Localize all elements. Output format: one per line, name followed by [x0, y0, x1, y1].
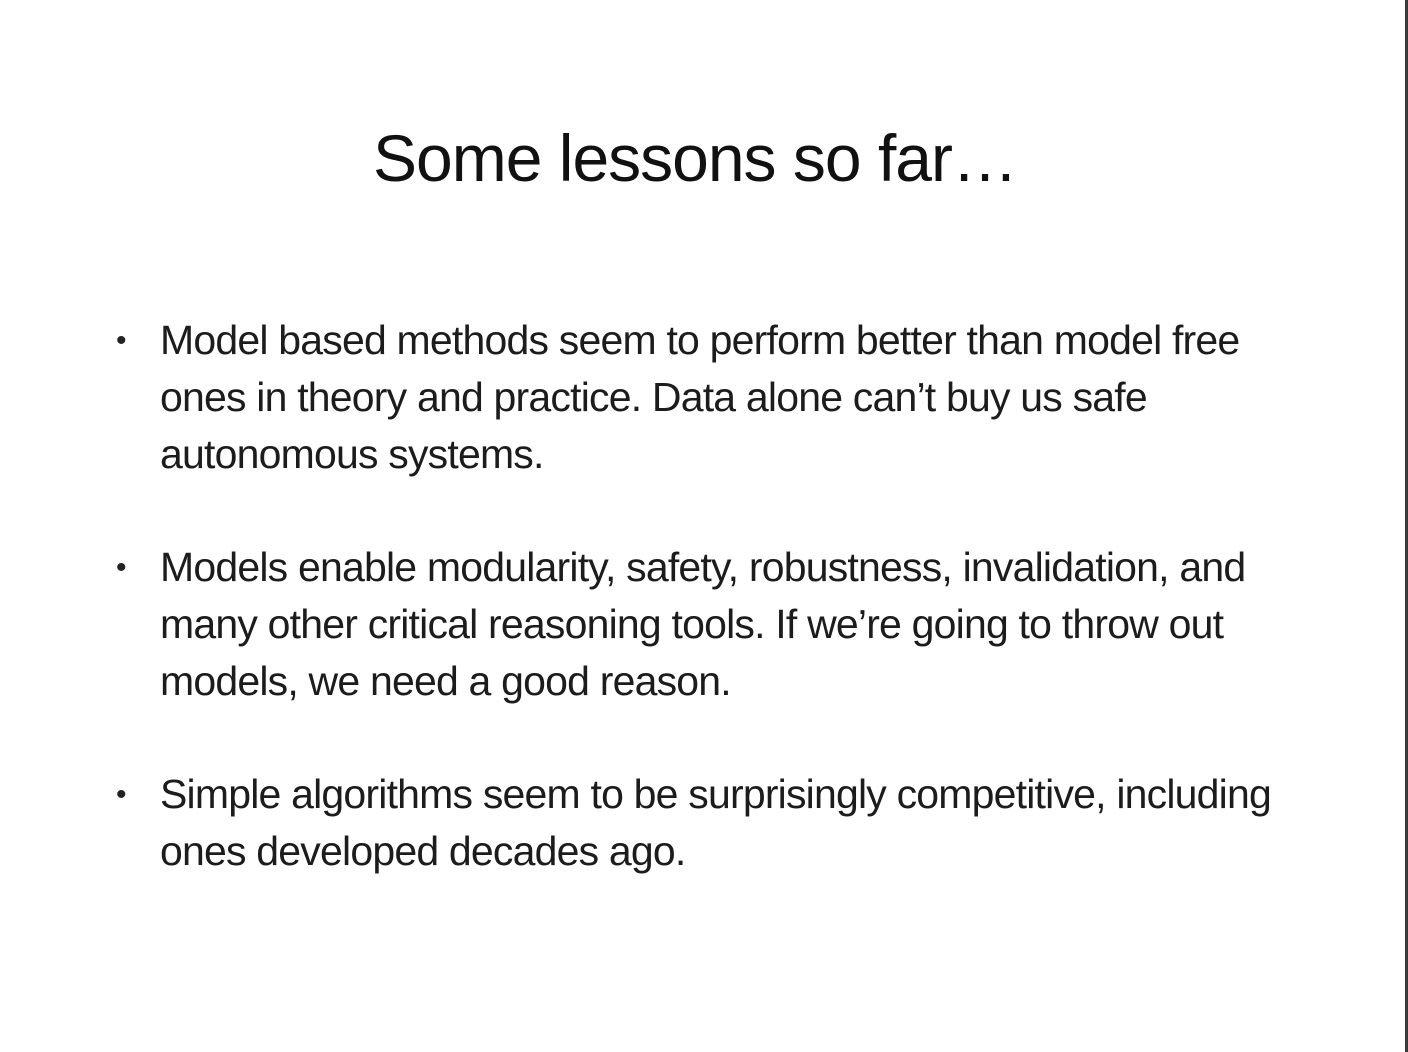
bullet-item: • Models enable modularity, safety, robu…: [113, 539, 1293, 710]
bullet-item: • Simple algorithms seem to be surprisin…: [113, 766, 1293, 880]
bullet-item: • Model based methods seem to perform be…: [113, 312, 1293, 483]
bullet-icon: •: [116, 551, 126, 584]
bullet-text: Models enable modularity, safety, robust…: [160, 544, 1246, 704]
bullet-text: Simple algorithms seem to be surprisingl…: [160, 771, 1272, 874]
slide-title: Some lessons so far…: [373, 121, 1018, 195]
bullet-text: Model based methods seem to perform bett…: [160, 317, 1240, 477]
bullet-icon: •: [116, 324, 126, 357]
bullet-icon: •: [116, 778, 126, 811]
bullet-list: • Model based methods seem to perform be…: [113, 312, 1293, 936]
